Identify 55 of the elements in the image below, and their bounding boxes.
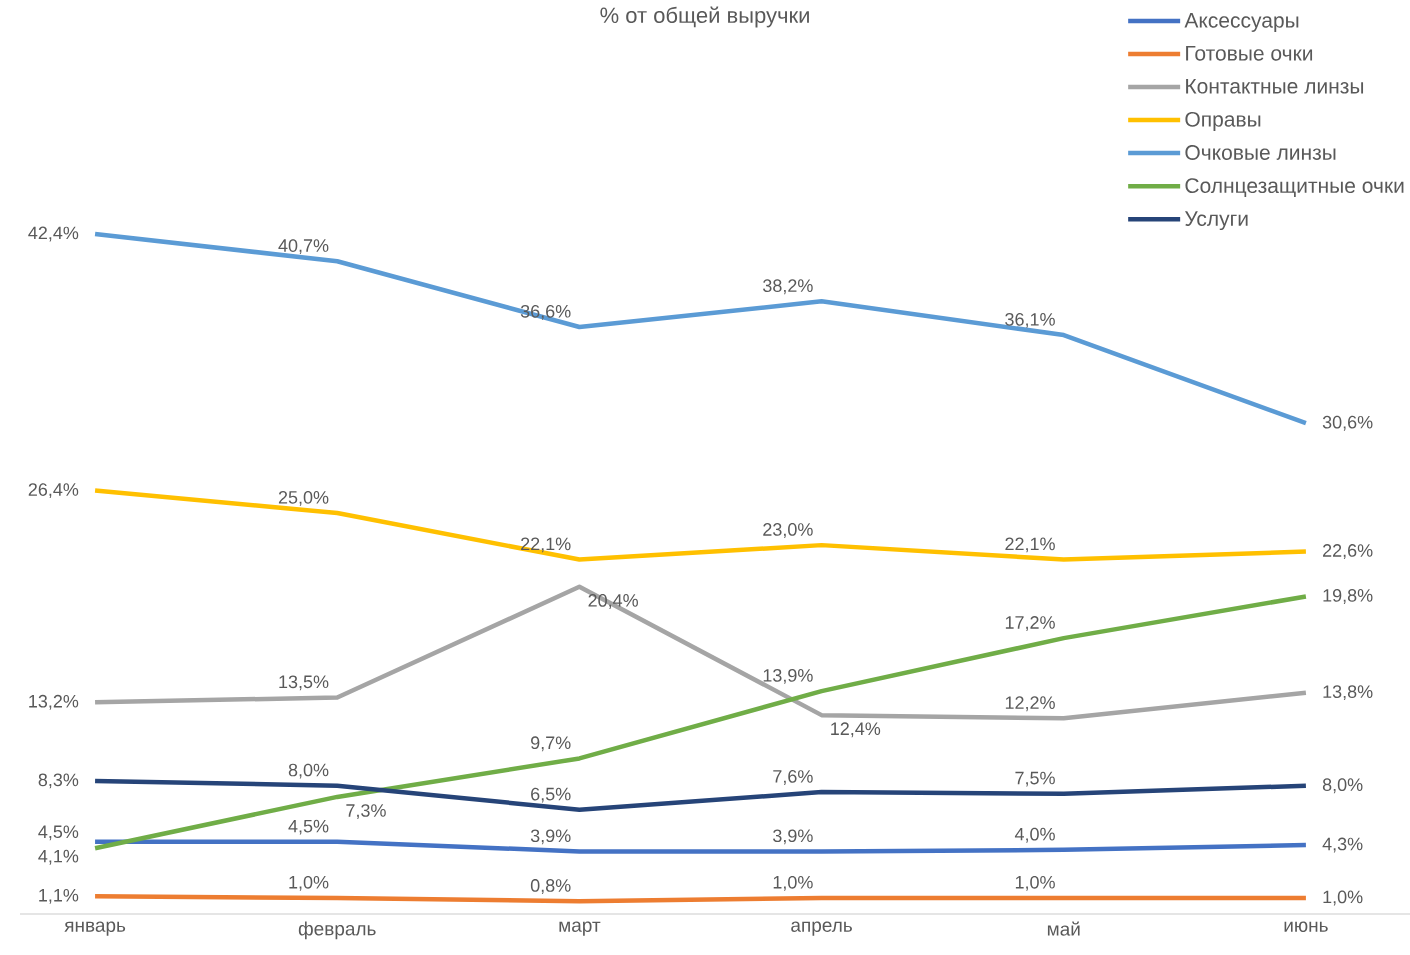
- legend-label: Готовые очки: [1186, 46, 1313, 61]
- chart-title: % от общей выручки: [600, 6, 809, 28]
- x-tick-label: май: [1047, 921, 1080, 936]
- legend-label: Очковые линзы: [1185, 145, 1336, 160]
- data-label: 3,9%: [773, 829, 813, 845]
- data-label: 22,6%: [1323, 544, 1373, 559]
- data-label: 4,0%: [1014, 827, 1055, 843]
- data-label: 4,3%: [1322, 837, 1363, 853]
- data-label: 19,8%: [1323, 589, 1373, 604]
- data-label: 13,8%: [1323, 685, 1373, 701]
- data-label: 8,3%: [38, 773, 79, 789]
- data-label: 13,9%: [763, 669, 813, 684]
- data-label: 42,4%: [28, 226, 79, 242]
- legend-label: Оправы: [1185, 111, 1261, 131]
- x-tick-label: январь: [64, 921, 126, 936]
- data-label: 1,0%: [289, 875, 329, 891]
- legend-label: Солнцезащитные очки: [1185, 178, 1404, 198]
- data-label: 1,0%: [773, 875, 813, 891]
- data-label: 0,8%: [530, 879, 571, 894]
- data-label: 26,4%: [28, 483, 79, 499]
- data-label: 3,9%: [530, 829, 571, 845]
- legend-label: Услуги: [1184, 211, 1248, 231]
- data-label: 4,5%: [288, 819, 329, 835]
- data-label: 22,1%: [1005, 537, 1055, 553]
- data-label: 4,1%: [38, 849, 79, 865]
- data-label: 7,6%: [773, 770, 813, 785]
- data-label: 1,0%: [1015, 875, 1055, 891]
- data-label: 17,2%: [1005, 616, 1055, 631]
- data-label: 13,5%: [279, 675, 329, 691]
- x-tick-label: март: [559, 921, 601, 936]
- legend-label: Аксессуары: [1184, 13, 1299, 32]
- data-label: 13,2%: [29, 694, 79, 710]
- data-label: 1,0%: [1323, 890, 1363, 906]
- legend-label: Контактные линзы: [1186, 78, 1364, 94]
- data-label: 25,0%: [278, 490, 329, 506]
- data-label: 8,0%: [1322, 778, 1363, 794]
- data-label: 8,0%: [288, 763, 329, 779]
- data-label: 23,0%: [763, 523, 813, 538]
- data-label: 9,7%: [531, 736, 571, 752]
- data-label: 1,1%: [39, 888, 79, 904]
- data-label: 7,5%: [1015, 771, 1055, 787]
- x-tick-label: июнь: [1284, 921, 1328, 932]
- data-label: 7,3%: [346, 804, 386, 819]
- data-label: 20,4%: [588, 594, 638, 609]
- data-label: 12,4%: [831, 722, 881, 738]
- data-label: 38,2%: [763, 279, 813, 295]
- data-label: 6,5%: [531, 787, 571, 803]
- data-label: 30,6%: [1322, 415, 1373, 431]
- data-label: 22,1%: [521, 537, 571, 553]
- data-label: 36,1%: [1005, 312, 1055, 328]
- x-tick-label: февраль: [298, 921, 376, 940]
- data-label: 12,2%: [1005, 696, 1055, 712]
- data-label: 40,7%: [278, 239, 329, 255]
- data-label: 4,5%: [38, 825, 79, 841]
- x-tick-label: апрель: [791, 921, 852, 936]
